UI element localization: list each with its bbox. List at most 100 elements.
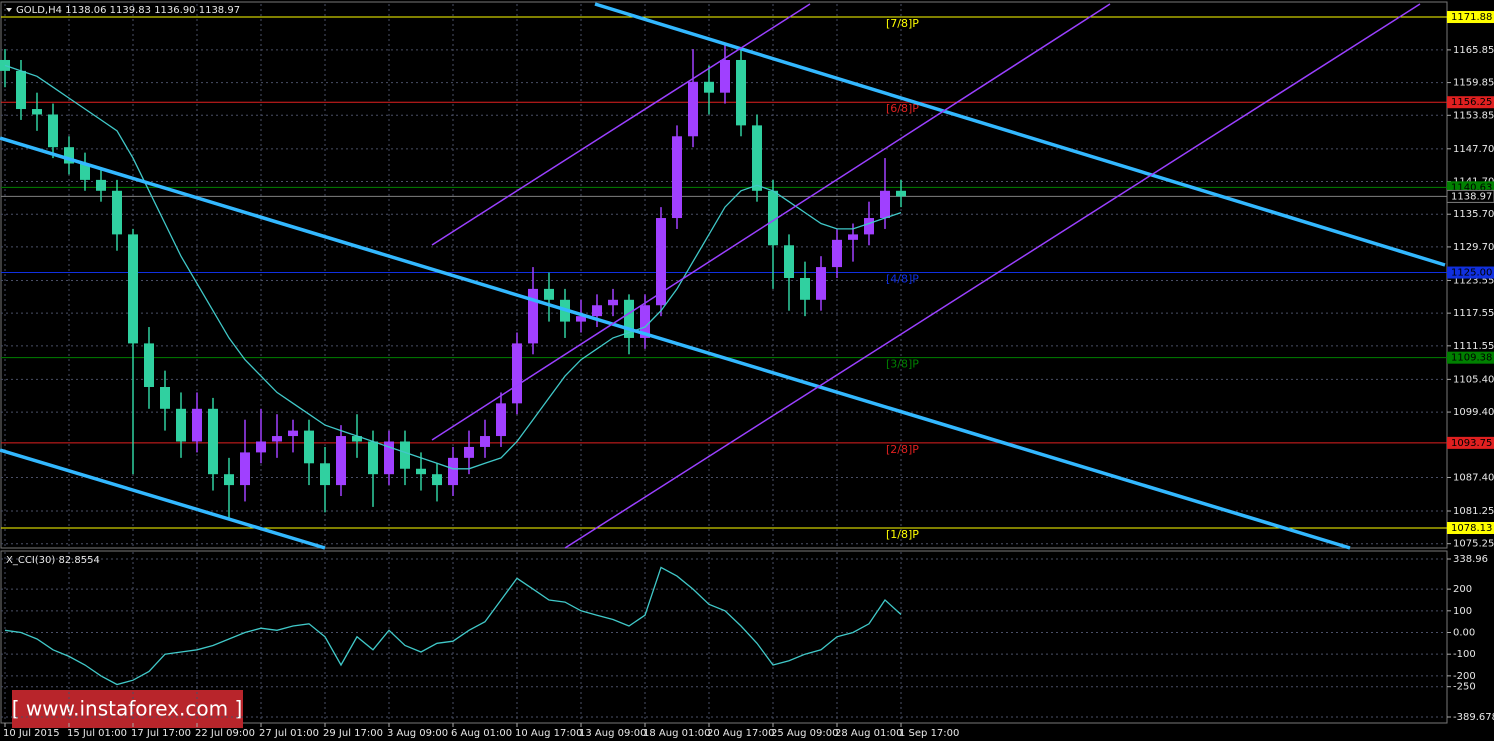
candle-body <box>384 441 394 475</box>
y-tick-label: 1117.55 <box>1453 308 1494 319</box>
y-tick-label: 1159.85 <box>1453 78 1494 89</box>
channel-line <box>0 448 326 550</box>
y-tick-label: 1087.40 <box>1453 472 1494 483</box>
x-tick-label: 18 Aug 01:00 <box>643 728 710 739</box>
candle-body <box>368 441 378 475</box>
candle-body <box>240 452 250 486</box>
candle-body <box>624 299 634 338</box>
candle-body <box>80 163 90 180</box>
y-tick-label: -250 <box>1453 682 1476 693</box>
candle-body <box>608 299 618 306</box>
regression-line <box>431 3 1111 441</box>
current-price-label: 1138.97 <box>1451 191 1492 202</box>
x-tick-label: 20 Aug 17:00 <box>707 728 774 739</box>
candle-body <box>224 474 234 486</box>
candle-body <box>640 305 650 338</box>
y-tick-label: 1075.25 <box>1453 539 1494 550</box>
y-tick-label: -389.6789 <box>1453 712 1494 723</box>
price-box-label: 1156.25 <box>1451 97 1492 108</box>
level-label: [2/8]P <box>886 443 919 456</box>
trendlines <box>0 2 1446 550</box>
candle-body <box>816 267 826 300</box>
price-box <box>1447 436 1494 449</box>
price-box-label: 1140.63 <box>1451 182 1492 193</box>
candle-body <box>16 70 26 110</box>
cci-panel-border <box>0 550 1448 724</box>
y-tick-label: 1129.70 <box>1453 242 1494 253</box>
x-tick-label: 22 Jul 09:00 <box>195 728 255 739</box>
candle-body <box>432 474 442 486</box>
x-tick-label: 28 Aug 01:00 <box>835 728 902 739</box>
x-tick-label: 10 Jul 2015 <box>3 728 60 739</box>
candle-body <box>48 114 58 148</box>
candle-body <box>592 305 602 317</box>
y-tick-label: 338.96 <box>1453 554 1488 565</box>
candle-body <box>672 136 682 219</box>
x-tick-label: 10 Aug 17:00 <box>515 728 582 739</box>
y-tick-label: 1123.55 <box>1453 275 1494 286</box>
y-tick-label: 1111.55 <box>1453 341 1494 352</box>
price-box <box>1447 521 1494 534</box>
candle-body <box>480 436 490 447</box>
candle-body <box>160 386 170 409</box>
candle-body <box>656 218 666 306</box>
y-tick-label: 1147.70 <box>1453 144 1494 155</box>
channel-line <box>0 136 1351 550</box>
level-label: [1/8]P <box>886 528 919 541</box>
candle-body <box>800 277 810 300</box>
price-box <box>1447 351 1494 364</box>
candle-body <box>400 441 410 469</box>
price-box-label: 1171.88 <box>1451 12 1492 23</box>
candle-body <box>256 441 266 453</box>
candle-body <box>304 430 314 464</box>
channel-line <box>594 2 1446 267</box>
candle-body <box>704 81 714 93</box>
candle-body <box>768 190 778 246</box>
candle-body <box>832 239 842 268</box>
menu-triangle <box>6 8 12 12</box>
y-tick-label: 0.00 <box>1453 628 1475 639</box>
candle-body <box>144 343 154 387</box>
price-box <box>1447 11 1494 24</box>
candle-body <box>352 436 362 442</box>
x-tick-label: 3 Aug 09:00 <box>387 728 448 739</box>
candle-body <box>176 408 186 442</box>
candle-body <box>864 218 874 235</box>
price-box-label: 1109.38 <box>1451 353 1492 364</box>
candle-body <box>896 190 906 197</box>
candle-body <box>752 125 762 191</box>
price-box-label: 1093.75 <box>1451 438 1492 449</box>
watermark-box <box>12 690 243 728</box>
x-tick-label: 6 Aug 01:00 <box>451 728 512 739</box>
y-tick-label: 1105.40 <box>1453 374 1494 385</box>
candle-body <box>272 436 282 442</box>
y-tick-label: -100 <box>1453 649 1476 660</box>
candle-body <box>464 446 474 458</box>
candle-body <box>736 59 746 126</box>
current-price-box <box>1446 189 1494 203</box>
candle-body <box>496 403 506 437</box>
x-tick-label: 1 Sep 17:00 <box>899 728 959 739</box>
x-tick-label: 15 Jul 01:00 <box>67 728 127 739</box>
y-tick-label: 1165.85 <box>1453 45 1494 56</box>
candle-body <box>544 288 554 300</box>
candle-body <box>528 288 538 344</box>
candle-body <box>336 436 346 486</box>
candle-body <box>848 234 858 240</box>
x-tick-label: 27 Jul 01:00 <box>259 728 319 739</box>
price-box-label: 1125.00 <box>1451 268 1492 279</box>
level-label: [3/8]P <box>886 358 919 371</box>
y-tick-label: 100 <box>1453 606 1472 617</box>
candle-body <box>688 81 698 137</box>
moving-average <box>4 64 902 470</box>
candle-body <box>320 463 330 486</box>
candle-body <box>288 430 298 437</box>
level-label: [7/8]P <box>886 17 919 30</box>
candle-body <box>720 59 730 93</box>
x-tick-label: 13 Aug 09:00 <box>579 728 646 739</box>
level-label: [4/8]P <box>886 273 919 286</box>
x-tick-label: 17 Jul 17:00 <box>131 728 191 739</box>
x-tick-label: 25 Aug 09:00 <box>771 728 838 739</box>
